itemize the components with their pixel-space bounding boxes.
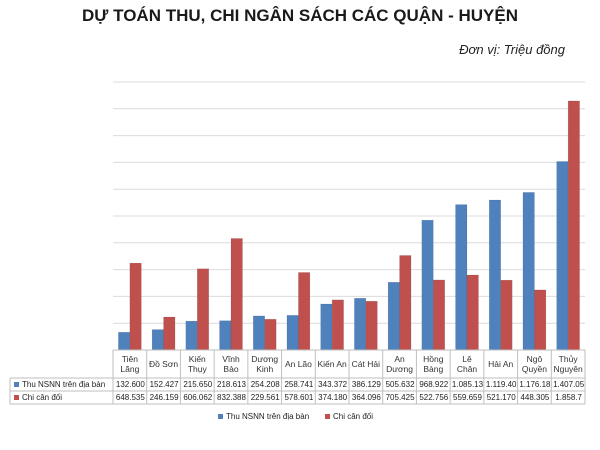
bar (185, 320, 198, 351)
data-label: 132.600 (115, 380, 145, 389)
data-label: 606.062 (183, 393, 213, 402)
data-label: 215.650 (183, 380, 213, 389)
data-label: 258.741 (284, 380, 314, 389)
data-label: 218.613 (217, 380, 246, 389)
bar (320, 303, 333, 351)
bar (151, 329, 164, 351)
x-tick-label: Đồ Sơn (148, 359, 179, 369)
x-tick-label: Dương Kinh (251, 354, 279, 374)
x-tick-label: Cát Hải (351, 359, 381, 369)
bar (556, 161, 569, 351)
legend-label: Thu NSNN trên địa bàn (226, 412, 310, 421)
data-label: 343.372 (318, 380, 348, 389)
bar (387, 281, 400, 351)
data-label: 386.129 (351, 380, 381, 389)
data-label: 364.096 (351, 393, 381, 402)
bar (163, 316, 176, 351)
x-tick-label: Thủy Nguyên (553, 354, 583, 374)
bar (455, 204, 468, 351)
data-label: 152.427 (149, 380, 179, 389)
legend-label: Chi cân đối (333, 412, 374, 421)
bar (264, 318, 277, 351)
x-tick-label: Hồng Bàng (423, 354, 444, 374)
data-label: 1.085.13 (451, 380, 484, 389)
data-label: 648.535 (115, 393, 145, 402)
bar (421, 219, 434, 351)
row-label: Thu NSNN trên địa bàn (22, 380, 106, 389)
data-label: 448.305 (520, 393, 550, 402)
bar (433, 279, 445, 351)
bar (118, 331, 131, 351)
data-label: 505.632 (385, 380, 415, 389)
bar (354, 298, 367, 351)
bar (197, 268, 209, 351)
x-tick-label: Ngô Quyền (521, 354, 547, 374)
row-label: Chi cân đối (22, 393, 63, 402)
x-tick-label: An Lão (284, 359, 312, 369)
data-label: 374.180 (318, 393, 348, 402)
x-tick-label: Kiến Thụy (187, 354, 207, 374)
bar (522, 192, 535, 351)
x-tick-label: Tiên Lãng (120, 354, 140, 374)
bar (331, 299, 344, 351)
bar (534, 289, 547, 351)
x-tick-label: Lê Chân (456, 354, 478, 374)
legend-key (14, 395, 19, 400)
x-tick-label: Vĩnh Bảo (222, 354, 240, 374)
bar (286, 315, 299, 351)
bar (399, 255, 412, 351)
data-label: 705.425 (385, 393, 415, 402)
data-label: 254.208 (250, 380, 280, 389)
bar (500, 279, 513, 351)
data-label: 1.858.7 (555, 393, 582, 402)
data-label: 229.561 (250, 393, 280, 402)
data-label: 968.922 (419, 380, 449, 389)
data-label: 1.176.18 (519, 380, 551, 389)
x-tick-label: Kiến An (317, 359, 347, 369)
bar (253, 315, 265, 351)
chart-title: DỰ TOÁN THU, CHI NGÂN SÁCH CÁC QUẬN - HU… (82, 6, 518, 25)
data-label: 832.388 (217, 393, 246, 402)
bar (298, 272, 311, 351)
chart-subtitle: Đơn vị: Triệu đồng (459, 42, 565, 57)
data-label: 1.119.40 (485, 380, 517, 389)
legend-key (14, 382, 19, 387)
data-label: 578.601 (284, 393, 314, 402)
data-label: 246.159 (149, 393, 179, 402)
bar (219, 320, 232, 351)
x-tick-label: An Dương (386, 354, 413, 374)
bar (489, 199, 501, 351)
bar (365, 300, 378, 351)
bar (466, 274, 479, 351)
bar (567, 100, 580, 351)
legend-key (218, 414, 223, 419)
data-label: 559.659 (453, 393, 482, 402)
bar (129, 262, 142, 351)
data-label: 1.407.05 (553, 380, 585, 389)
bar (230, 238, 243, 351)
legend-key (325, 414, 330, 419)
data-label: 522.756 (419, 393, 449, 402)
data-label: 521.170 (486, 393, 516, 402)
x-tick-label: Hải An (488, 359, 514, 369)
